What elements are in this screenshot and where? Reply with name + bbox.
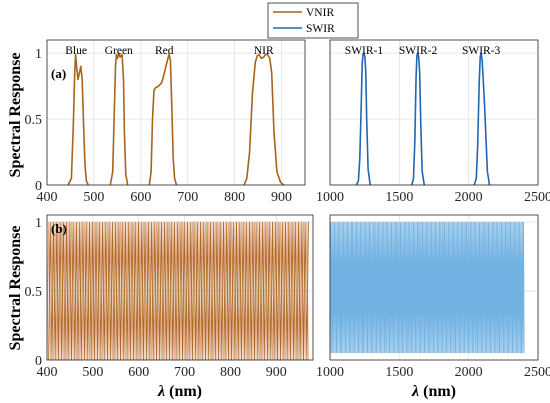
x-tick-label: 600 <box>130 190 151 205</box>
x-tick-label: 2000 <box>455 365 483 380</box>
series-swir-band-2 <box>411 52 426 186</box>
x-tick-label: 1000 <box>316 365 344 380</box>
x-tick-label: 800 <box>224 190 245 205</box>
series-vnir-band-4 <box>243 53 285 186</box>
y-axis-label-top: Spectral Response <box>7 53 24 178</box>
axes-frame <box>329 39 539 186</box>
y-tick-label: 0.5 <box>25 285 43 300</box>
x-tick-label: 500 <box>83 190 104 205</box>
band-label: NIR <box>254 45 274 57</box>
y-tick-label: 0 <box>35 354 42 369</box>
x-tick-label: 500 <box>82 365 103 380</box>
series-vnir-band-2 <box>109 52 129 186</box>
y-tick-label: 1 <box>35 47 42 62</box>
band-label: SWIR-2 <box>399 45 438 57</box>
series-swir-band-3 <box>473 52 491 186</box>
x-tick-label: 600 <box>128 365 149 380</box>
axes-frame <box>46 39 306 186</box>
band-label: SWIR-1 <box>345 45 384 57</box>
panel-a-swir: 1000 1500 2000 2500 SWIR-1 SWIR-2 SWIR-3 <box>316 39 550 205</box>
series-swir-band-1 <box>355 52 371 186</box>
legend: VNIR SWIR <box>267 2 359 39</box>
series-vnir-band-3 <box>148 53 178 186</box>
x-tick-label: 700 <box>177 190 198 205</box>
panel-label: (a) <box>51 66 66 81</box>
y-tick-label: 1 <box>35 216 42 231</box>
y-tick-label: 0 <box>35 179 42 194</box>
series-vnir-offset-bands <box>48 221 309 361</box>
x-tick-label: 2500 <box>524 190 550 205</box>
panel-b-vnir: 400 500 600 700 800 900 0 0.5 1 (b) λ (nm) <box>25 214 314 400</box>
x-tick-label: 2000 <box>455 190 483 205</box>
axes-frame <box>46 214 314 361</box>
x-tick-label: 800 <box>220 365 241 380</box>
x-axis-label: λ (nm) <box>411 383 456 400</box>
band-label: Blue <box>65 45 87 57</box>
x-tick-label: 900 <box>266 365 287 380</box>
x-axis-label: λ (nm) <box>157 383 202 400</box>
series-vnir-band-1 <box>67 53 90 186</box>
x-tick-label: 400 <box>37 365 58 380</box>
panel-label: (b) <box>51 221 67 236</box>
x-tick-label: 900 <box>271 190 292 205</box>
x-tick-label: 1500 <box>385 190 413 205</box>
x-tick-label: 1000 <box>316 190 344 205</box>
legend-label-vnir: VNIR <box>306 7 334 19</box>
y-axis-label-bottom: Spectral Response <box>7 226 24 351</box>
band-label: Red <box>155 45 174 57</box>
x-tick-label: 1500 <box>385 365 413 380</box>
band-label: SWIR-3 <box>462 45 501 57</box>
band-label: Green <box>105 45 133 57</box>
panel-b-swir: 1000 1500 2000 2500 λ (nm) <box>316 214 550 400</box>
x-tick-label: 400 <box>37 190 58 205</box>
series-swir-bands <box>329 221 525 354</box>
x-tick-label: 2500 <box>524 365 550 380</box>
panel-a-vnir: 400 500 600 700 800 900 0 0.5 1 (a) Blue Green Red NI… <box>25 39 306 205</box>
legend-box <box>267 2 359 39</box>
axes-frame <box>329 214 539 361</box>
x-tick-label: 700 <box>174 365 195 380</box>
y-tick-label: 0.5 <box>25 113 43 128</box>
legend-label-swir: SWIR <box>306 23 335 35</box>
